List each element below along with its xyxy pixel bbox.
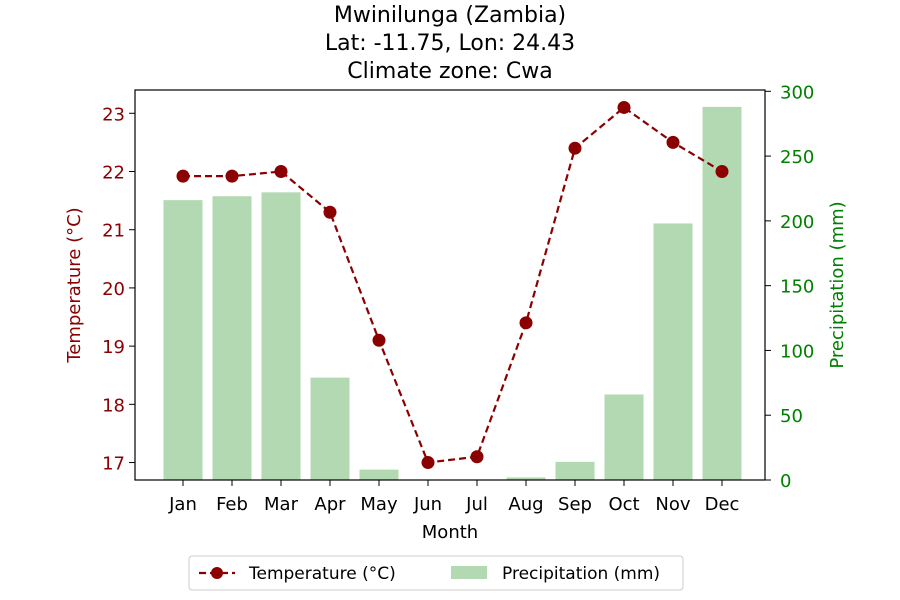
legend-precipitation-swatch-icon <box>451 566 487 579</box>
temp-point-jan <box>176 169 190 183</box>
plot-area-frame <box>134 89 766 481</box>
chart-title-line-3: Climate zone: Cwa <box>347 59 552 84</box>
chart-title-line-1: Mwinilunga (Zambia) <box>334 3 566 28</box>
legend-frame <box>188 555 684 591</box>
precip-bar-mar <box>261 192 301 480</box>
month-tick-label-aug: Aug <box>508 494 543 515</box>
legend: Temperature (°C) Precipitation (mm) <box>188 555 684 591</box>
temp-point-jul <box>470 450 484 464</box>
precipitation-axis: 0 50 100 150 200 250 300 <box>765 82 814 492</box>
month-tick-label-apr: Apr <box>314 494 346 515</box>
chart-title-line-2: Lat: -11.75, Lon: 24.43 <box>325 31 575 56</box>
precip-tick-label: 50 <box>780 406 803 427</box>
temp-point-oct <box>617 100 631 114</box>
legend-temperature-marker-icon <box>211 567 223 579</box>
precip-tick-label: 250 <box>780 147 814 168</box>
chart-title: Mwinilunga (Zambia) Lat: -11.75, Lon: 24… <box>325 3 575 84</box>
month-tick-label-may: May <box>360 494 398 515</box>
month-tick-label-jul: Jul <box>465 494 488 515</box>
temperature-series-line <box>183 106 723 464</box>
temp-tick-label: 21 <box>102 221 125 242</box>
temp-point-feb <box>225 169 239 183</box>
temp-point-nov <box>666 135 680 149</box>
precip-bar-nov <box>653 223 693 481</box>
temp-tick-label: 23 <box>102 104 125 125</box>
temp-tick-label: 19 <box>102 337 125 358</box>
precip-bar-may <box>359 469 399 480</box>
temp-point-mar <box>274 164 288 178</box>
temp-point-sep <box>568 141 582 155</box>
precip-tick-label: 150 <box>780 277 814 298</box>
temp-tick-label: 18 <box>102 395 125 416</box>
month-tick-label-feb: Feb <box>216 494 248 515</box>
temp-point-aug <box>519 316 533 330</box>
temperature-line <box>176 100 729 470</box>
month-tick-label-oct: Oct <box>608 494 639 515</box>
precip-bar-sep <box>555 461 595 480</box>
legend-temperature-label: Temperature (°C) <box>248 564 396 584</box>
temp-point-jun <box>421 456 435 470</box>
month-tick-label-jan: Jan <box>168 494 197 515</box>
month-axis: Jan Feb Mar Apr May Jun Jul Aug Sep Oct Nov Dec <box>168 480 739 515</box>
month-tick-label-nov: Nov <box>655 494 690 515</box>
precip-tick-label: 100 <box>780 341 814 362</box>
precipitation-bars <box>163 106 742 481</box>
y-axis-label-precipitation: Precipitation (mm) <box>827 201 848 368</box>
temperature-axis: 17 18 19 20 21 22 23 <box>102 104 135 475</box>
temp-tick-label: 22 <box>102 162 125 183</box>
precip-bar-feb <box>212 196 252 480</box>
precip-bar-aug <box>506 477 546 480</box>
precip-bar-apr <box>310 377 350 480</box>
temp-point-dec <box>715 164 729 178</box>
month-tick-label-sep: Sep <box>558 494 592 515</box>
temp-tick-label: 17 <box>102 454 125 475</box>
month-tick-label-jun: Jun <box>413 494 442 515</box>
legend-precipitation-label: Precipitation (mm) <box>502 564 660 584</box>
temp-tick-label: 20 <box>102 279 125 300</box>
month-tick-label-mar: Mar <box>264 494 299 515</box>
temp-point-apr <box>323 205 337 219</box>
precip-bar-jan <box>163 200 203 481</box>
temp-point-may <box>372 333 386 347</box>
month-tick-label-dec: Dec <box>705 494 740 515</box>
precip-tick-label: 300 <box>780 82 814 103</box>
x-axis-label: Month <box>422 522 478 543</box>
precip-tick-label: 0 <box>780 471 791 492</box>
precip-bar-oct <box>604 394 644 480</box>
precip-tick-label: 200 <box>780 212 814 233</box>
y-axis-label-temperature: Temperature (°C) <box>64 207 85 363</box>
